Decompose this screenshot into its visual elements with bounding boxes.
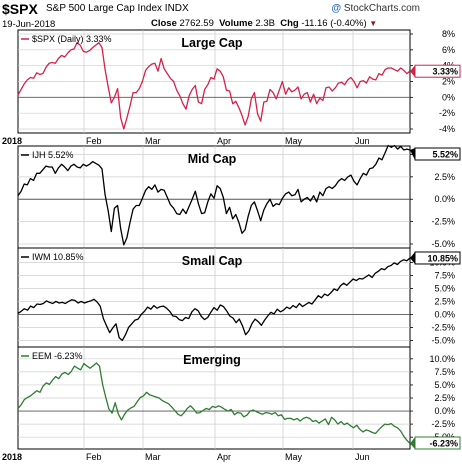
chart-header: $SPX S&P 500 Large Cap Index INDX 19-Jun… xyxy=(0,0,462,30)
last-value-tag: -6.23% xyxy=(410,436,461,450)
legend-label: IWM 10.85% xyxy=(32,252,84,262)
x-month-label: Apr xyxy=(217,452,231,462)
y-tick-label: 0% xyxy=(442,92,455,102)
last-value-tag: 3.33% xyxy=(410,64,461,78)
legend-label: $SPX (Daily) 3.33% xyxy=(32,34,112,44)
last-value-pointer xyxy=(410,251,415,264)
y-tick-label: 2.5% xyxy=(434,393,455,403)
symbol-label: $SPX xyxy=(2,1,38,17)
y-tick-label: 8% xyxy=(442,29,455,39)
y-tick-label: 5.0% xyxy=(434,283,455,293)
chg-label: Chg xyxy=(280,18,299,29)
last-value-pointer xyxy=(410,437,415,449)
brand-logo[interactable]: @ StockCharts.com xyxy=(331,3,420,14)
series-line xyxy=(17,42,411,130)
last-value-label: 5.52% xyxy=(432,150,458,160)
y-tick-label: -2.5% xyxy=(431,217,455,227)
y-tick-label: 10.0% xyxy=(429,354,455,364)
x-month-label: Jun xyxy=(355,136,370,146)
y-tick-label: 6% xyxy=(442,45,455,55)
y-tick-label: 0.0% xyxy=(434,309,455,319)
brand-name: StockCharts.com xyxy=(343,3,420,14)
last-value-box xyxy=(414,64,461,78)
series-line xyxy=(17,257,411,342)
series-line xyxy=(17,144,411,246)
last-value-pointer xyxy=(410,65,415,78)
last-value-label: 10.85% xyxy=(427,253,458,263)
close-label: Close xyxy=(151,18,177,29)
legend-label: EEM -6.23% xyxy=(32,351,83,361)
last-value-tag: 5.52% xyxy=(410,147,461,161)
y-tick-label: -2.5% xyxy=(431,419,455,429)
last-value-label: 3.33% xyxy=(432,67,458,77)
last-value-box xyxy=(414,147,461,161)
y-tick-label: -2.5% xyxy=(431,322,455,332)
chart-panel-2: -5.0%-2.5%0.0%2.5%5.0%7.5%10.0%IWM 10.85… xyxy=(17,247,461,348)
stockcharts-logo-icon: @ xyxy=(331,3,342,14)
x-month-label: Feb xyxy=(86,136,102,146)
y-tick-label: 2% xyxy=(442,77,455,87)
chg-down-arrow-icon: ▼ xyxy=(369,19,378,28)
index-name: S&P 500 Large Cap Index INDX xyxy=(46,3,189,14)
y-tick-label: -2% xyxy=(439,108,455,118)
chart-date: 19-Jun-2018 xyxy=(2,19,56,30)
x-month-label: May xyxy=(285,452,303,462)
x-month-label: Feb xyxy=(86,452,102,462)
y-tick-label: 2.5% xyxy=(434,172,455,182)
last-value-label: -6.23% xyxy=(429,439,458,449)
y-tick-label: 0.0% xyxy=(434,194,455,204)
x-month-label: Jun xyxy=(355,452,370,462)
y-tick-label: 0.0% xyxy=(434,406,455,416)
y-tick-label: 7.5% xyxy=(434,270,455,280)
panel-title: Mid Cap xyxy=(188,152,237,166)
panel-title: Emerging xyxy=(183,353,241,367)
chart-panel-1: -5.0%-2.5%0.0%2.5%5.0%IJH 5.52%Mid Cap5.… xyxy=(17,144,461,249)
x-month-label: May xyxy=(285,136,303,146)
legend-label: IJH 5.52% xyxy=(32,150,74,160)
last-value-tag: 10.85% xyxy=(410,251,461,265)
x-month-label: Apr xyxy=(217,136,231,146)
x-month-label: Mar xyxy=(145,452,161,462)
panel-title: Large Cap xyxy=(181,36,242,50)
y-tick-label: 5.0% xyxy=(434,380,455,390)
volume-label: Volume xyxy=(219,18,253,29)
chg-value: -11.16 (-0.40%) xyxy=(301,18,367,29)
x-year-label: 2018 xyxy=(2,452,22,462)
chart-panel-0: -4%-2%0%2%4%6%8%$SPX (Daily) 3.33%Large … xyxy=(17,29,461,134)
chart-panel-3: -5.0%-2.5%0.0%2.5%5.0%7.5%10.0%EEM -6.23… xyxy=(17,346,461,450)
last-value-box xyxy=(414,251,461,265)
x-month-label: Mar xyxy=(145,136,161,146)
quote-stats: Close 2762.59 Volume 2.3B Chg -11.16 (-0… xyxy=(151,18,377,29)
series-line xyxy=(17,362,411,445)
x-year-label: 2018 xyxy=(2,136,22,146)
y-tick-label: -4% xyxy=(439,124,455,134)
y-tick-label: 7.5% xyxy=(434,367,455,377)
close-value: 2762.59 xyxy=(179,18,214,29)
last-value-pointer xyxy=(410,148,415,160)
volume-value: 2.3B xyxy=(255,18,275,29)
y-tick-label: 2.5% xyxy=(434,296,455,306)
y-tick-label: -5.0% xyxy=(431,335,455,345)
last-value-box xyxy=(414,436,461,450)
y-tick-label: -5.0% xyxy=(431,239,455,249)
panel-title: Small Cap xyxy=(182,254,243,268)
